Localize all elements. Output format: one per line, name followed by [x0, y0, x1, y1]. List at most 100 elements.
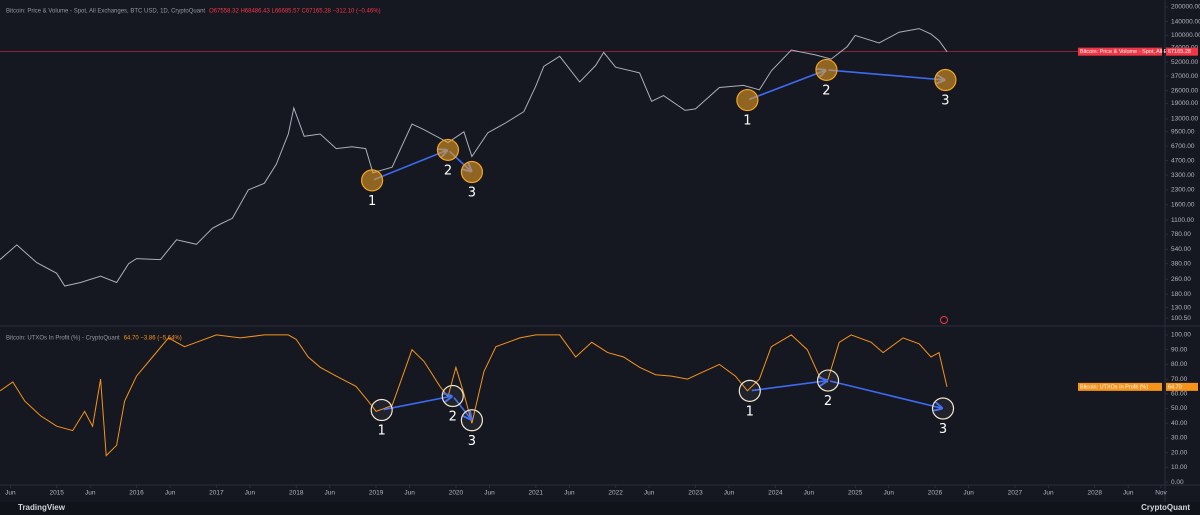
y-tick-label: 60.00	[1171, 391, 1188, 398]
y-tick-label: 380.00	[1171, 260, 1191, 267]
last-value-tag-text: 64.70	[1168, 384, 1182, 390]
y-tick-label: 100000.00	[1171, 32, 1200, 39]
annotation-circle	[815, 58, 838, 82]
y-tick-label: 200000.00	[1171, 4, 1200, 11]
annotation-circle	[738, 379, 761, 402]
x-tick-label: Jun	[564, 490, 575, 497]
x-tick-label: Jun	[724, 490, 735, 497]
annotation-circle	[370, 398, 393, 422]
x-tick-label: Jun	[165, 490, 176, 497]
x-tick-label: Jun	[804, 490, 815, 497]
annotation-label: 3	[468, 434, 476, 449]
annotation-circle	[736, 88, 759, 112]
annotation-circle	[436, 138, 460, 162]
y-tick-label: 19000.00	[1171, 100, 1198, 107]
x-tick-label: 2027	[1008, 490, 1023, 497]
x-tick-label: 2028	[1087, 490, 1102, 497]
series-name-tag-text: Bitcoin: Price & Volume - Spot, All E...	[1080, 49, 1172, 55]
x-tick-label: 2016	[129, 490, 144, 497]
annotation-circle	[460, 409, 484, 432]
x-tick-label: Nov	[1155, 490, 1167, 497]
annotation-label: 3	[941, 94, 949, 109]
series-name-tag	[1078, 382, 1162, 391]
y-tick-label: 26000.00	[1171, 87, 1198, 94]
x-tick-label: Jun	[85, 490, 96, 497]
y-tick-label: 20.00	[1171, 449, 1188, 456]
series-line	[0, 28, 948, 287]
annotation-arrow	[748, 71, 824, 101]
annotation-circle	[931, 397, 955, 420]
x-tick-label: 2026	[928, 490, 943, 497]
footer-left: TradingView	[18, 503, 66, 512]
x-tick-label: Jun	[644, 490, 655, 497]
x-tick-label: 2025	[848, 490, 863, 497]
alert-icon	[940, 316, 948, 324]
y-tick-label: 30.00	[1171, 435, 1188, 442]
last-value-tag	[1166, 382, 1198, 391]
legend-status: O67558.32 H68486.43 L66685.57 C67165.28 …	[209, 9, 380, 15]
y-tick-label: 130.00	[1171, 304, 1191, 311]
x-tick-label: Jun	[1123, 490, 1134, 497]
annotation-label: 2	[444, 163, 452, 178]
y-tick-label: 4700.00	[1171, 157, 1195, 164]
x-tick-label: 2019	[369, 490, 384, 497]
annotation-label: 2	[449, 409, 457, 424]
annotation-circle	[816, 369, 840, 392]
legend-title: Bitcoin: Price & Volume - Spot, All Exch…	[6, 9, 205, 15]
y-tick-label: 1600.00	[1171, 201, 1195, 208]
x-tick-label: 2022	[608, 490, 623, 497]
y-tick-label: 10.00	[1171, 464, 1188, 471]
annotation-label: 1	[368, 194, 376, 209]
y-tick-label: 260.00	[1171, 276, 1191, 283]
y-tick-label: 140000.00	[1171, 18, 1200, 25]
y-tick-label: 780.00	[1171, 231, 1191, 238]
annotation-arrow	[829, 380, 941, 408]
y-tick-label: 90.00	[1171, 346, 1188, 353]
y-tick-label: 1100.00	[1171, 217, 1194, 224]
x-tick-label: Jun	[963, 490, 974, 497]
annotation-label: 1	[378, 423, 386, 438]
annotation-label: 3	[468, 185, 476, 200]
x-tick-label: Jun	[404, 490, 415, 497]
annotation-arrow	[383, 396, 451, 411]
legend-status: 64.70 −3.86 (−5.64%)	[124, 336, 182, 342]
footer-right: CryptoQuant	[1141, 503, 1190, 512]
annotation-circle	[441, 384, 464, 408]
y-tick-label: 180.00	[1171, 291, 1191, 298]
annotation-circle	[360, 169, 384, 192]
annotation-label: 2	[824, 394, 832, 409]
y-tick-label: 80.00	[1171, 361, 1188, 368]
x-tick-label: 2024	[768, 490, 783, 497]
series-line	[0, 334, 948, 457]
footer-bar	[0, 502, 1200, 515]
annotation-circle	[934, 68, 957, 92]
last-value-tag-text: 67165.28	[1168, 49, 1191, 55]
series-name-tag-text: Bitcoin: UTXOs In Profit (%)	[1080, 384, 1148, 390]
y-tick-label: 52000.00	[1171, 59, 1198, 66]
x-tick-label: Jun	[883, 490, 894, 497]
y-tick-label: 100.00	[1171, 332, 1191, 339]
x-tick-label: 2018	[289, 490, 304, 497]
y-tick-label: 50.00	[1171, 405, 1188, 412]
y-tick-label: 13000.00	[1171, 116, 1198, 123]
annotation-label: 2	[822, 83, 830, 98]
y-tick-label: 9500.00	[1171, 129, 1195, 136]
x-tick-label: 2015	[49, 490, 64, 497]
annotation-arrow	[751, 381, 826, 392]
legend-title: Bitcoin: UTXOs In Profit (%) - CryptoQua…	[6, 336, 120, 342]
x-tick-label: Jun	[5, 490, 16, 497]
annotation-label: 1	[746, 404, 754, 419]
x-tick-label: 2020	[449, 490, 464, 497]
last-value-tag	[1166, 47, 1198, 56]
x-tick-label: 2021	[529, 490, 544, 497]
y-tick-label: 70.00	[1171, 376, 1188, 383]
x-tick-label: Jun	[1043, 490, 1054, 497]
y-tick-label: 37000.00	[1171, 73, 1198, 80]
y-tick-label: 40.00	[1171, 420, 1188, 427]
y-tick-label: 100.50	[1171, 315, 1191, 322]
x-tick-label: 2017	[209, 490, 224, 497]
annotation-arrow	[828, 69, 943, 80]
annotation-arrow	[373, 151, 446, 181]
